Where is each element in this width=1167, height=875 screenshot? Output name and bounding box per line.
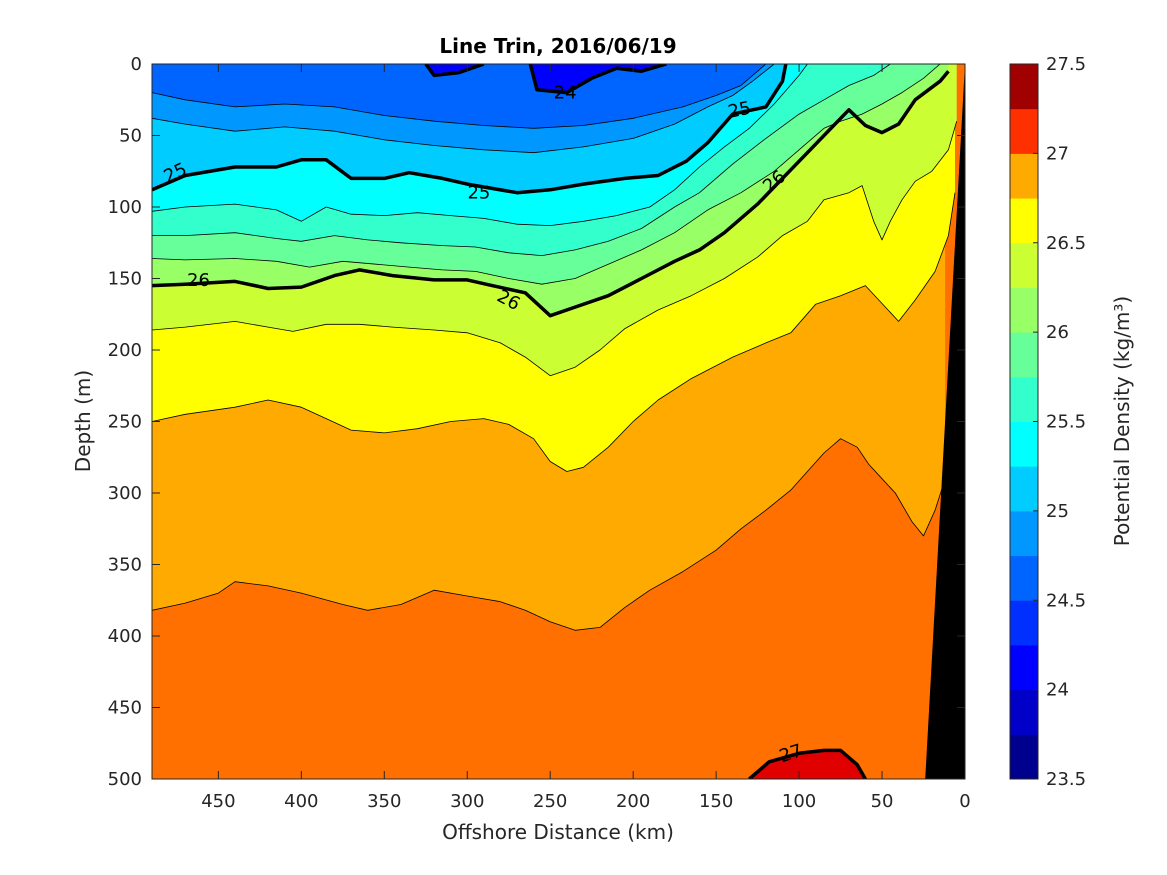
colorbar-band <box>1010 644 1038 691</box>
colorbar-bands <box>1010 64 1038 780</box>
isopycnal-line-26.5 <box>152 192 956 472</box>
colorbar-tick-label: 25.5 <box>1046 412 1086 433</box>
colorbar-label: Potential Density (kg/m³) <box>1110 296 1134 547</box>
colorbar-band <box>1010 108 1038 154</box>
contour-label-2: 25 <box>467 183 490 204</box>
colorbar-band <box>1010 64 1038 110</box>
x-tick-label: 450 <box>201 791 235 812</box>
colorbar-band <box>1010 466 1038 512</box>
isopycnal-line-24 <box>528 64 667 95</box>
colorbar-band <box>1010 734 1038 780</box>
x-tick-label: 250 <box>533 791 567 812</box>
colorbar: 23.5 24 24.5 25 25.5 26 26.5 27 27.5 Potential D… <box>1009 54 1134 790</box>
y-tick-label: 100 <box>108 197 142 218</box>
colorbar-tick-label: 25 <box>1046 501 1069 522</box>
colorbar-band <box>1010 600 1038 646</box>
isopycnal-line-27 <box>748 748 867 779</box>
colorbar-band <box>1010 510 1038 557</box>
colorbar-band <box>1010 332 1038 378</box>
x-tick-label: 300 <box>450 791 484 812</box>
y-tick-label: 150 <box>108 269 142 290</box>
isopycnal-line-25.25 <box>152 64 808 227</box>
isopycnal-line-26.75 <box>152 438 946 631</box>
colorbar-band <box>1010 153 1038 199</box>
band-above-24.5 <box>152 64 766 129</box>
y-tick-label: 450 <box>108 698 142 719</box>
x-axis-ticks: 450 400 350 300 250 200 150 100 50 0 <box>201 64 971 812</box>
x-tick-label: 100 <box>782 791 816 812</box>
colorbar-tick-label: 26.5 <box>1046 233 1086 254</box>
y-axis-ticks: 0 50 100 150 200 250 300 350 400 450 500 <box>108 54 965 790</box>
seafloor <box>925 64 965 779</box>
colorbar-tick-label: 23.5 <box>1046 769 1086 790</box>
colorbar-band <box>1010 198 1038 244</box>
colorbar-tick-label: 27 <box>1046 143 1069 164</box>
colorbar-tick-label: 24 <box>1046 680 1069 701</box>
y-tick-label: 250 <box>108 412 142 433</box>
x-tick-label: 50 <box>871 791 894 812</box>
isopycnal-line-24 <box>424 64 485 78</box>
y-tick-label: 350 <box>108 555 142 576</box>
y-tick-label: 500 <box>108 769 142 790</box>
contour-label-4: 26 <box>187 270 210 291</box>
y-tick-label: 200 <box>108 340 142 361</box>
isopycnal-line-25 <box>152 64 788 195</box>
y-tick-label: 300 <box>108 483 142 504</box>
colorbar-band <box>1010 421 1038 467</box>
x-tick-label: 400 <box>284 791 318 812</box>
y-tick-label: 0 <box>131 54 142 75</box>
y-tick-label: 400 <box>108 626 142 647</box>
contour-label-text: 26 <box>187 270 210 291</box>
contour-label-text: 24 <box>554 83 577 104</box>
colorbar-tick-label: 26 <box>1046 322 1069 343</box>
colorbar-band <box>1010 689 1038 735</box>
colorbar-band <box>1010 287 1038 333</box>
x-tick-label: 350 <box>367 791 401 812</box>
y-axis-title: Depth (m) <box>71 370 95 472</box>
y-tick-label: 50 <box>119 126 142 147</box>
isopycnal-line-24.5 <box>152 64 767 129</box>
density-bands <box>152 64 965 779</box>
contour-label-text: 25 <box>467 183 490 204</box>
contour-label-text: 25 <box>726 98 753 123</box>
colorbar-tick-label: 24.5 <box>1046 590 1086 611</box>
colorbar-band <box>1010 555 1038 601</box>
band-pocket-24-right <box>530 64 667 93</box>
isopycnal-line-24.75 <box>152 64 775 154</box>
x-tick-label: 150 <box>699 791 733 812</box>
contour-label-0: 24 <box>554 83 577 104</box>
band-fill-0 <box>749 750 866 779</box>
isopycnal-line-26 <box>152 70 950 318</box>
bathymetry-layer <box>925 64 965 779</box>
x-tick-label: 0 <box>959 791 970 812</box>
isopycnal-line-25.5 <box>152 64 891 257</box>
colorbar-band <box>1010 242 1038 288</box>
x-tick-label: 200 <box>616 791 650 812</box>
x-axis-title: Offshore Distance (km) <box>442 820 674 844</box>
colorbar-tick-label: 27.5 <box>1046 54 1086 75</box>
contour-label-3: 25 <box>726 98 753 123</box>
isopycnal-line-26.25 <box>152 121 958 377</box>
colorbar-band <box>1010 376 1038 422</box>
band-pocket-24-left <box>425 64 484 76</box>
isopycnal-lines <box>152 64 958 779</box>
colorbar-ticks: 23.5 24 24.5 25 25.5 26 26.5 27 27.5 <box>1033 54 1086 790</box>
chart-title: Line Trin, 2016/06/19 <box>439 34 676 58</box>
